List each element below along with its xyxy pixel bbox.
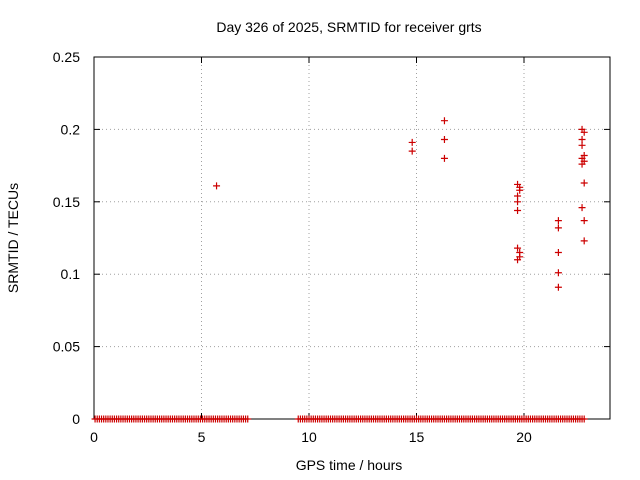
- y-tick-label: 0: [72, 411, 80, 427]
- data-point: [408, 147, 416, 155]
- data-point: [578, 160, 586, 168]
- data-point-zero: [244, 415, 252, 423]
- data-point: [514, 256, 522, 264]
- data-point: [440, 136, 448, 144]
- y-tick-label: 0.1: [61, 266, 81, 282]
- data-point: [580, 217, 588, 225]
- tick-layer: 0 5 10 15 20 0 0.05 0.1 0.15 0.2 0.25: [53, 49, 610, 445]
- data-point: [516, 186, 524, 194]
- plot-frame: [93, 56, 611, 420]
- x-tick-label: 20: [516, 429, 532, 445]
- y-tick-label: 0.05: [53, 339, 80, 355]
- data-point: [578, 141, 586, 149]
- data-point: [554, 269, 562, 277]
- data-point: [213, 182, 221, 190]
- data-point: [580, 179, 588, 187]
- data-point: [440, 117, 448, 125]
- data-point: [580, 237, 588, 245]
- data-point: [514, 206, 522, 214]
- data-point: [514, 198, 522, 206]
- y-tick-label: 0.25: [53, 49, 80, 65]
- points-layer: [91, 117, 588, 423]
- data-point-zero: [580, 415, 588, 423]
- grid-layer: [94, 57, 610, 419]
- x-tick-label: 15: [409, 429, 425, 445]
- y-axis-label: SRMTID / TECUs: [5, 183, 21, 293]
- data-point: [514, 244, 522, 252]
- data-point: [580, 128, 588, 136]
- chart-title: Day 326 of 2025, SRMTID for receiver grt…: [216, 19, 481, 35]
- data-point: [554, 224, 562, 232]
- data-point: [578, 204, 586, 212]
- y-tick-label: 0.15: [53, 194, 80, 210]
- data-point: [554, 283, 562, 291]
- x-tick-label: 0: [90, 429, 98, 445]
- x-axis-label: GPS time / hours: [296, 457, 403, 473]
- data-point: [554, 217, 562, 225]
- data-point: [554, 248, 562, 256]
- data-point: [408, 138, 416, 146]
- x-tick-label: 5: [198, 429, 206, 445]
- y-tick-label: 0.2: [61, 121, 81, 137]
- data-point: [440, 154, 448, 162]
- x-tick-label: 10: [301, 429, 317, 445]
